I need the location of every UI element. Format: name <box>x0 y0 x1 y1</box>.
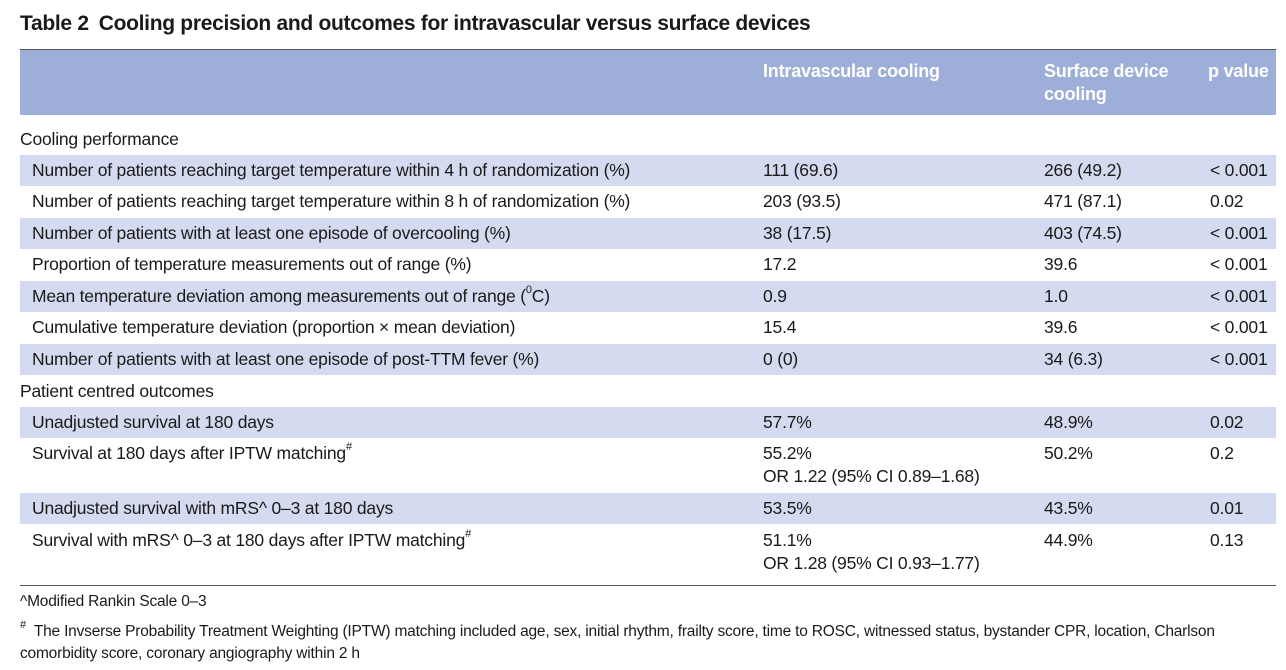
column-header-surface: Surface device cooling <box>1044 61 1169 104</box>
table-row: Number of patients reaching target tempe… <box>20 186 1276 217</box>
table-header: Intravascular cooling Surface device coo… <box>20 50 1276 115</box>
cell-surface: 403 (74.5) <box>1044 223 1122 243</box>
cell-p-value: < 0.001 <box>1210 160 1268 180</box>
cell-intravascular: 38 (17.5) <box>763 223 832 243</box>
cell-odds-ratio: OR 1.22 (95% CI 0.89–1.68) <box>763 466 980 486</box>
cell-intravascular: 57.7% <box>763 412 812 432</box>
footnote-mark: # <box>20 618 26 631</box>
cell-surface: 39.6 <box>1044 317 1078 337</box>
footnote-text: The Invserse Probability Treatment Weigh… <box>20 623 1215 662</box>
row-label: Survival at 180 days after IPTW matching… <box>32 442 352 465</box>
cell-p-value: 0.13 <box>1210 530 1244 550</box>
table-row: Proportion of temperature measurements o… <box>20 249 1276 280</box>
footnote-iptw: # The Invserse Probability Treatment Wei… <box>20 618 1270 665</box>
row-label-text: Survival with mRS^ 0–3 at 180 days after… <box>32 530 466 550</box>
cell-p-value: < 0.001 <box>1210 349 1268 369</box>
table-row: Unadjusted survival with mRS^ 0–3 at 180… <box>20 493 1276 524</box>
cell-intravascular: 53.5% <box>763 498 812 518</box>
row-label: Number of patients with at least one epi… <box>32 223 511 243</box>
row-label: Number of patients with at least one epi… <box>32 349 540 369</box>
table-number: Table 2 <box>20 12 89 35</box>
cell-surface: 43.5% <box>1044 498 1093 518</box>
cell-surface: 50.2% <box>1044 443 1093 463</box>
table-row: Mean temperature deviation among measure… <box>20 281 1276 312</box>
table-title: Table 2 Cooling precision and outcomes fo… <box>20 12 811 36</box>
row-label-text: Mean temperature deviation among measure… <box>32 286 526 306</box>
footnote-mark: # <box>345 441 352 454</box>
cell-surface: 1.0 <box>1044 286 1068 306</box>
footnote-mark: # <box>465 528 472 541</box>
cell-intravascular: 203 (93.5) <box>763 191 841 211</box>
row-label: Survival with mRS^ 0–3 at 180 days after… <box>32 529 471 552</box>
table-caption: Cooling precision and outcomes for intra… <box>98 12 811 35</box>
column-header-intravascular: Intravascular cooling <box>763 61 940 81</box>
cell-surface: 44.9% <box>1044 530 1093 550</box>
cell-p-value: 0.02 <box>1210 412 1244 432</box>
cell-intravascular: 15.4 <box>763 317 797 337</box>
row-label: Number of patients reaching target tempe… <box>32 191 631 211</box>
table-row: Unadjusted survival at 180 days 57.7% 48… <box>20 407 1276 438</box>
cell-surface: 48.9% <box>1044 412 1093 432</box>
cell-intravascular: 51.1% OR 1.28 (95% CI 0.93–1.77) <box>763 529 980 575</box>
row-label: Proportion of temperature measurements o… <box>32 254 472 274</box>
row-label: Unadjusted survival with mRS^ 0–3 at 180… <box>32 498 394 518</box>
section-label-cooling-performance: Cooling performance <box>20 129 179 149</box>
cell-intravascular: 17.2 <box>763 254 797 274</box>
cell-p-value: < 0.001 <box>1210 286 1268 306</box>
table-row: Survival at 180 days after IPTW matching… <box>20 438 1276 493</box>
degree-superscript: 0 <box>525 284 532 297</box>
cell-p-value: < 0.001 <box>1210 254 1268 274</box>
table-row: Number of patients with at least one epi… <box>20 218 1276 249</box>
section-label-patient-outcomes: Patient centred outcomes <box>20 381 214 401</box>
cell-odds-ratio: OR 1.28 (95% CI 0.93–1.77) <box>763 553 980 573</box>
cell-intravascular: 0.9 <box>763 286 787 306</box>
cell-p-value: 0.01 <box>1210 498 1244 518</box>
top-rule <box>20 49 1276 50</box>
table-row: Survival with mRS^ 0–3 at 180 days after… <box>20 525 1276 580</box>
row-label: Cumulative temperature deviation (propor… <box>32 317 516 337</box>
column-header-p-value: p value <box>1208 61 1269 81</box>
table-row: Cumulative temperature deviation (propor… <box>20 312 1276 343</box>
cell-surface: 266 (49.2) <box>1044 160 1122 180</box>
cell-value: 51.1% <box>763 530 812 550</box>
cell-p-value: < 0.001 <box>1210 223 1268 243</box>
cell-surface: 471 (87.1) <box>1044 191 1122 211</box>
row-label-text: Survival at 180 days after IPTW matching <box>32 443 346 463</box>
cell-surface: 39.6 <box>1044 254 1078 274</box>
footnote-mrs: ^Modified Rankin Scale 0–3 <box>20 593 207 610</box>
cell-intravascular: 55.2% OR 1.22 (95% CI 0.89–1.68) <box>763 442 980 488</box>
cell-intravascular: 111 (69.6) <box>763 160 839 180</box>
row-label: Unadjusted survival at 180 days <box>32 412 274 432</box>
cell-p-value: < 0.001 <box>1210 317 1268 337</box>
cell-intravascular: 0 (0) <box>763 349 798 369</box>
bottom-rule <box>20 585 1276 586</box>
cell-value: 55.2% <box>763 443 812 463</box>
table-row: Number of patients with at least one epi… <box>20 344 1276 375</box>
row-label: Number of patients reaching target tempe… <box>32 160 631 180</box>
cell-surface: 34 (6.3) <box>1044 349 1103 369</box>
row-label-text-end: C) <box>531 286 550 306</box>
table-row: Number of patients reaching target tempe… <box>20 155 1276 186</box>
row-label: Mean temperature deviation among measure… <box>32 285 550 308</box>
cell-p-value: 0.02 <box>1210 191 1244 211</box>
cell-p-value: 0.2 <box>1210 443 1234 463</box>
